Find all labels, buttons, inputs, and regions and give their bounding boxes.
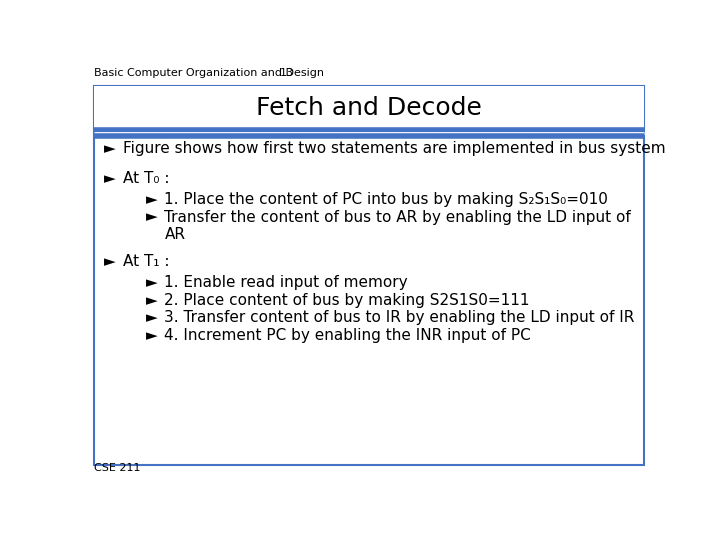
Text: Basic Computer Organization and Design: Basic Computer Organization and Design [94,68,324,78]
Text: Figure shows how first two statements are implemented in bus system: Figure shows how first two statements ar… [122,141,665,156]
Text: ►: ► [145,192,158,207]
Text: At T₁ :: At T₁ : [122,254,169,269]
Text: 1. Enable read input of memory: 1. Enable read input of memory [164,275,408,290]
Text: ►: ► [145,293,158,308]
Text: 1. Place the content of PC into bus by making S₂S₁S₀=010: 1. Place the content of PC into bus by m… [164,192,608,207]
Text: ►: ► [145,210,158,225]
Text: ►: ► [145,275,158,290]
Text: 4. Increment PC by enabling the INR input of PC: 4. Increment PC by enabling the INR inpu… [164,328,531,343]
Text: ►: ► [104,141,116,156]
Text: At T₀ :: At T₀ : [122,171,169,186]
Text: ►: ► [104,254,116,269]
Text: ►: ► [145,310,158,326]
Text: 13: 13 [280,68,294,78]
Text: AR: AR [164,227,186,242]
Text: Fetch and Decode: Fetch and Decode [256,96,482,119]
Text: Transfer the content of bus to AR by enabling the LD input of: Transfer the content of bus to AR by ena… [164,210,631,225]
Text: CSE 211: CSE 211 [94,463,140,473]
Bar [94,86,644,129]
Text: 2. Place content of bus by making S2S1S0=111: 2. Place content of bus by making S2S1S0… [164,293,530,308]
Text: ►: ► [104,171,116,186]
Text: ►: ► [145,328,158,343]
Text: 3. Transfer content of bus to IR by enabling the LD input of IR: 3. Transfer content of bus to IR by enab… [164,310,635,326]
